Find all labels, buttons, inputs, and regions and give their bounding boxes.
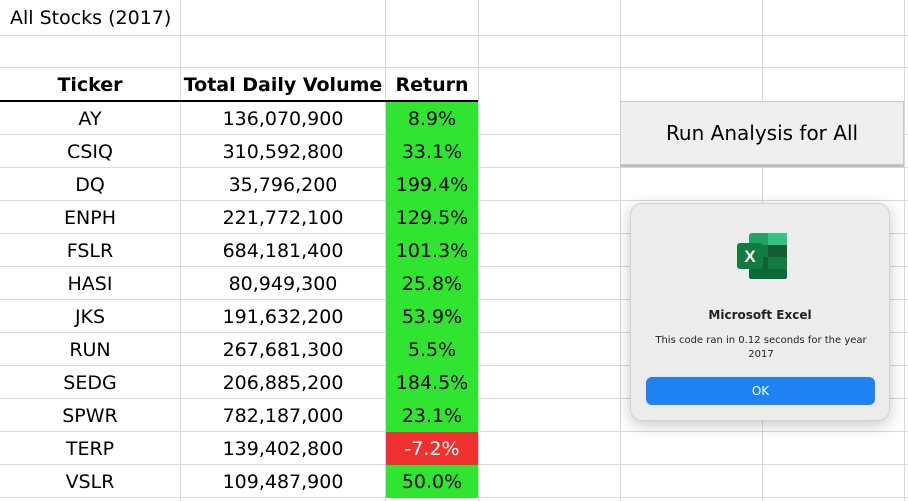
return-cell[interactable]: 5.5%: [386, 333, 478, 366]
volume-cell[interactable]: 267,681,300: [222, 338, 344, 361]
volume-cell[interactable]: 136,070,900: [222, 107, 344, 130]
header-total-daily-volume[interactable]: Total Daily Volume: [183, 73, 383, 96]
dialog-message: This code ran in 0.12 seconds for the ye…: [655, 335, 867, 360]
ticker-cell[interactable]: RUN: [69, 338, 111, 361]
return-cell[interactable]: 199.4%: [386, 168, 478, 201]
ticker-cell[interactable]: SPWR: [62, 404, 118, 427]
run-analysis-button[interactable]: Run Analysis for All: [620, 101, 904, 165]
message-dialog: X Microsoft Excel This code ran in 0.12 …: [630, 203, 890, 421]
ticker-cell[interactable]: HASI: [67, 272, 113, 295]
return-cell[interactable]: 25.8%: [386, 267, 478, 300]
gridline: [180, 0, 181, 501]
volume-cell[interactable]: 684,181,400: [222, 239, 344, 262]
ticker-cell[interactable]: VSLR: [65, 470, 115, 493]
ticker-cell[interactable]: DQ: [75, 173, 105, 196]
volume-cell[interactable]: 109,487,900: [222, 470, 344, 493]
return-cell[interactable]: 23.1%: [386, 399, 478, 432]
return-cell[interactable]: 33.1%: [386, 135, 478, 168]
volume-cell[interactable]: 310,592,800: [222, 140, 344, 163]
header-border: [0, 100, 478, 102]
ok-button[interactable]: OK: [646, 377, 875, 405]
volume-cell[interactable]: 206,885,200: [222, 371, 344, 394]
gridline: [904, 0, 905, 501]
svg-text:X: X: [744, 247, 756, 266]
ticker-cell[interactable]: FSLR: [66, 239, 114, 262]
ticker-cell[interactable]: TERP: [65, 437, 115, 460]
return-cell[interactable]: 8.9%: [386, 102, 478, 135]
ticker-cell[interactable]: SEDG: [63, 371, 117, 394]
ticker-cell[interactable]: JKS: [74, 305, 106, 328]
volume-cell[interactable]: 221,772,100: [222, 206, 344, 229]
volume-cell[interactable]: 782,187,000: [222, 404, 344, 427]
return-cell[interactable]: 129.5%: [386, 201, 478, 234]
return-cell[interactable]: 184.5%: [386, 366, 478, 399]
ticker-cell[interactable]: ENPH: [64, 206, 116, 229]
volume-cell[interactable]: 35,796,200: [228, 173, 338, 196]
dialog-title: Microsoft Excel: [708, 308, 812, 322]
ticker-cell[interactable]: AY: [78, 107, 102, 130]
gridline: [385, 0, 386, 501]
volume-cell[interactable]: 139,402,800: [222, 437, 344, 460]
return-cell[interactable]: 50.0%: [386, 465, 478, 498]
return-cell[interactable]: -7.2%: [386, 432, 478, 465]
excel-icon: X: [737, 233, 787, 279]
volume-cell[interactable]: 80,949,300: [228, 272, 338, 295]
header-ticker[interactable]: Ticker: [57, 73, 123, 96]
return-cell[interactable]: 101.3%: [386, 234, 478, 267]
return-cell[interactable]: 53.9%: [386, 300, 478, 333]
gridline: [478, 0, 479, 501]
volume-cell[interactable]: 191,632,200: [222, 305, 344, 328]
sheet-title-cell[interactable]: All Stocks (2017): [10, 7, 172, 29]
gridline: [620, 0, 621, 501]
header-return[interactable]: Return: [395, 73, 469, 96]
gridline: [0, 67, 908, 68]
gridline: [0, 35, 908, 36]
ticker-cell[interactable]: CSIQ: [67, 140, 113, 163]
